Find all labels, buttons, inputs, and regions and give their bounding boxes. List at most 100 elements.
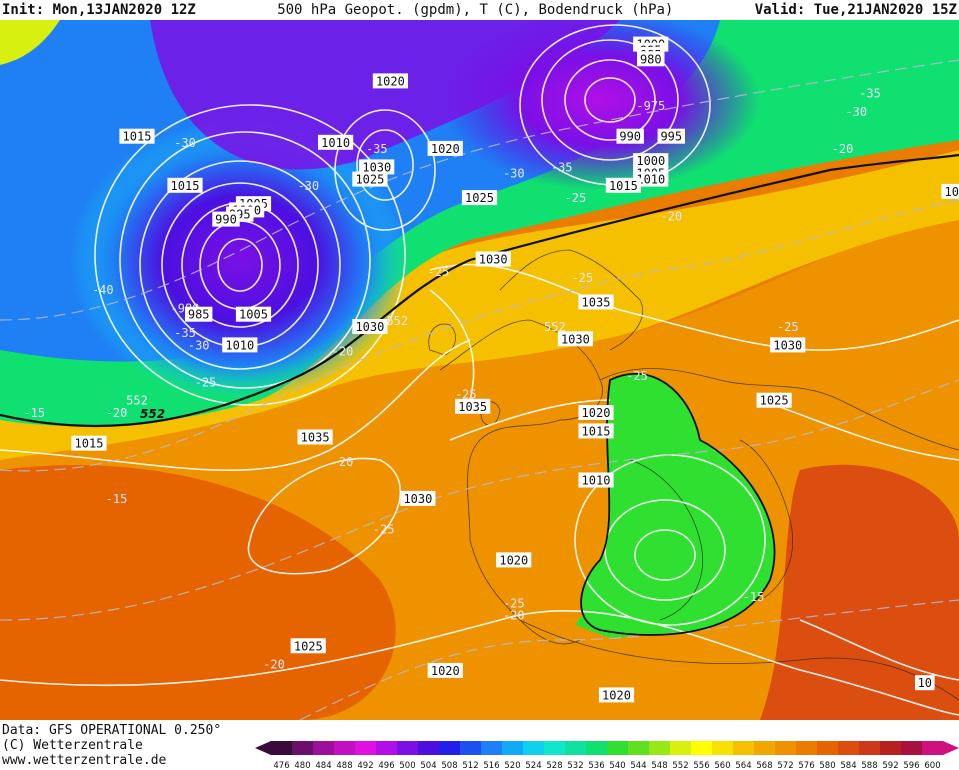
- scale-swatch: [523, 741, 545, 755]
- contour-552-label: 552: [140, 407, 165, 421]
- label-background: [427, 140, 463, 156]
- pressure-label: 1025: [461, 190, 498, 206]
- label-background: [915, 675, 935, 691]
- greenland-top-left: [0, 20, 60, 65]
- pressure-value: 1015: [171, 179, 200, 193]
- scale-tick-label: 512: [462, 761, 478, 770]
- scale-swatch: [586, 741, 608, 755]
- label-background: [427, 662, 463, 678]
- pressure-label: 1015: [167, 177, 203, 193]
- map-value-labels: 1015-30102010151010-3510051000995990-301…: [23, 36, 959, 703]
- temperature-value: -35: [859, 87, 881, 101]
- pressure-value: 1020: [431, 664, 460, 678]
- pressure-label: 1035: [455, 398, 491, 414]
- pressure-value: 1020: [431, 142, 460, 156]
- scale-swatch: [355, 741, 377, 755]
- pressure-label: 1010: [318, 134, 354, 150]
- label-background: [941, 183, 959, 199]
- label-background: [578, 423, 614, 439]
- temperature-value: -25: [626, 369, 648, 383]
- label-background: [212, 211, 240, 227]
- temperature-label: 552: [544, 320, 566, 334]
- scale-swatch: [754, 741, 776, 755]
- scale-tick-label: 496: [378, 761, 394, 770]
- label-background: [167, 177, 203, 193]
- pressure-value: 1025: [355, 173, 384, 187]
- pressure-label: 1025: [756, 392, 792, 408]
- southwest-warm-region: [0, 464, 396, 720]
- scale-swatch: [271, 741, 293, 755]
- pressure-value: 1020: [582, 406, 611, 420]
- pressure-label: 1030: [557, 331, 593, 347]
- temperature-label: -35: [366, 142, 388, 156]
- temperature-label: -20: [263, 658, 285, 672]
- temperature-value: -20: [832, 142, 854, 156]
- scale-max-arrow: [943, 741, 959, 755]
- scale-swatch: [460, 741, 482, 755]
- pressure-value: 1030: [403, 492, 432, 506]
- temperature-label: -25: [373, 523, 395, 537]
- temperature-label: -35: [174, 326, 196, 340]
- scale-swatch: [649, 741, 671, 755]
- scale-swatch: [481, 741, 503, 755]
- label-background: [185, 306, 213, 322]
- pressure-value: 1010: [636, 173, 665, 187]
- label-background: [222, 337, 258, 353]
- scale-swatch: [565, 741, 587, 755]
- scale-tick-label: 524: [525, 761, 541, 770]
- green-cutoff-low-tail: [575, 601, 653, 638]
- scale-tick-label: 584: [840, 761, 856, 770]
- temperature-value: -25: [195, 375, 217, 389]
- temperature-label: -15: [23, 406, 45, 420]
- scale-tick-label: 516: [483, 761, 499, 770]
- temperature-value: -35: [551, 160, 573, 174]
- temperature-label: -35: [551, 160, 573, 174]
- temperature-label: 552: [126, 394, 148, 408]
- temperature-value: -15: [23, 406, 45, 420]
- temperature-value: -30: [503, 167, 525, 181]
- label-background: [352, 319, 388, 334]
- pressure-value: 990: [619, 130, 641, 144]
- pressure-value: 1015: [123, 130, 152, 144]
- scale-swatch: [439, 741, 461, 755]
- pressure-label: 990: [616, 128, 644, 144]
- temperature-label: -20: [332, 455, 354, 469]
- pressure-value: 1025: [760, 394, 789, 408]
- temperature-label: -15: [743, 590, 765, 604]
- temperature-value: -25: [565, 191, 587, 205]
- label-background: [297, 429, 333, 445]
- label-background: [578, 472, 614, 488]
- label-background: [461, 190, 498, 206]
- temperature-value: -40: [92, 283, 114, 297]
- pressure-label: 1020: [598, 687, 635, 703]
- weather-map: 552 1015-30102010151010-3510051000995990…: [0, 20, 959, 720]
- scale-swatch: [901, 741, 923, 755]
- scale-tick-label: 500: [399, 761, 415, 770]
- scale-swatch: [628, 741, 650, 755]
- label-background: [71, 435, 107, 451]
- scale-swatch: [859, 741, 881, 755]
- map-header: Init: Mon,13JAN2020 12Z 500 hPa Geopot. …: [0, 0, 959, 20]
- temperature-label: -25: [565, 191, 587, 205]
- pressure-label: 1030: [400, 490, 436, 506]
- label-background: [657, 128, 685, 144]
- pressure-label: 1030: [770, 337, 806, 353]
- scale-min-arrow: [255, 741, 271, 755]
- scale-swatch: [838, 741, 860, 755]
- pressure-value: 1015: [582, 424, 611, 438]
- pressure-value: 1015: [609, 179, 638, 193]
- pressure-value: 1030: [362, 160, 391, 174]
- scale-swatch: [817, 741, 839, 755]
- scale-tick-label: 592: [882, 761, 898, 770]
- temperature-value: -25: [503, 596, 525, 610]
- green-cutoff-low: [581, 373, 775, 635]
- pressure-value: 1010: [321, 136, 350, 150]
- scale-tick-label: 492: [357, 761, 373, 770]
- temperature-label: -30: [297, 179, 319, 193]
- scale-swatch: [313, 741, 335, 755]
- pressure-label: 1015: [71, 435, 107, 451]
- temperature-value: -20: [503, 609, 525, 623]
- label-background: [598, 687, 635, 703]
- website-link[interactable]: www.wetterzentrale.de: [2, 753, 167, 768]
- label-background: [557, 331, 593, 347]
